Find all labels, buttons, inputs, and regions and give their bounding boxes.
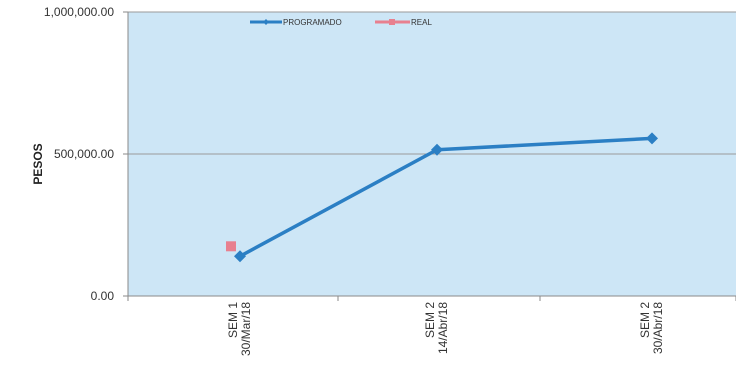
- y-tick-label: 0.00: [91, 289, 115, 303]
- x-tick-label: SEM 1 30/Mar/18: [226, 302, 253, 356]
- y-axis-title: PESOS: [31, 143, 45, 184]
- x-tick-label-line: 30/Mar/18: [239, 302, 253, 356]
- y-tick-label: 1,000,000.00: [44, 5, 114, 19]
- x-tick-label-line: SEM 2: [423, 302, 437, 338]
- legend-label-programado: PROGRAMADO: [283, 18, 342, 27]
- legend-marker-programado: [263, 19, 269, 25]
- x-tick-label-line: SEM 1: [226, 302, 240, 338]
- x-tick-label-line: 30/Abr/18: [651, 302, 665, 354]
- legend-marker-real: [389, 19, 395, 25]
- data-point-programado: [431, 143, 443, 156]
- x-tick-label: SEM 2 30/Abr/18: [638, 302, 665, 354]
- y-tick-label: 500,000.00: [54, 147, 114, 161]
- data-point-programado: [646, 132, 658, 145]
- data-point-real: [226, 241, 236, 252]
- x-tick-label: SEM 2 14/Abr/18: [423, 302, 450, 354]
- legend-label-real: REAL: [411, 18, 432, 27]
- data-point-programado: [234, 250, 246, 263]
- x-tick-label-line: 14/Abr/18: [436, 302, 450, 354]
- x-tick-label-line: SEM 2: [638, 302, 652, 338]
